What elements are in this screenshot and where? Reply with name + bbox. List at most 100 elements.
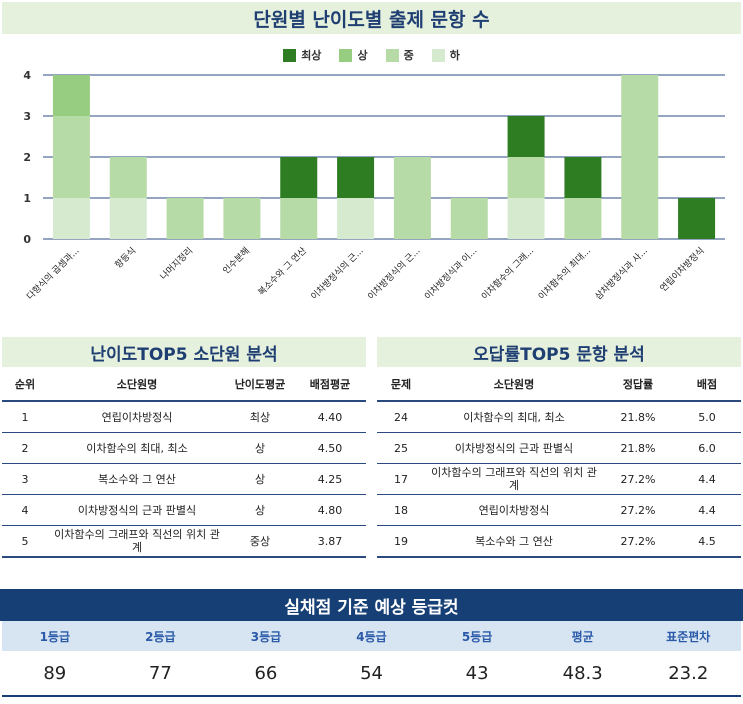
cell: 4.80 [294,494,366,526]
legend-item: 상 [339,47,368,63]
grade-label: 4등급 [356,629,387,644]
bar-segment [564,157,602,198]
cell: 6.0 [673,432,741,464]
grade-label: 3등급 [250,629,282,644]
cell: 이차방정식의 근과 판별식 [425,432,603,464]
table-row: 2 이차함수의 최대, 최소 상 4.50 [2,432,366,464]
cell: 이차함수의 최대, 최소 [48,432,226,464]
grade-label: 표준편차 [666,629,711,644]
cell: 복소수와 그 연산 [425,525,603,558]
cell: 27.2% [603,525,673,558]
x-tick-label: 인수분해 [221,245,252,276]
cell: 27.2% [603,494,673,526]
cell: 5 [2,525,48,558]
cell: 3 [2,463,48,495]
header-score-avg: 배점평균 [294,367,366,402]
legend-item: 중 [385,47,414,63]
bar-segment [109,198,147,239]
bar-segment [337,198,375,239]
cell: 2 [2,432,48,464]
cell: 27.2% [603,463,673,495]
legend-swatch [339,48,353,62]
bar-segment [450,198,488,239]
table-row: 17 이차함수의 그래프와 직선의 위치 관계 27.2% 4.4 [377,463,741,495]
grade-value: 54 [360,662,383,684]
legend-label: 최상 [301,49,322,62]
cell: 연립이차방정식 [425,494,603,526]
chart-legend: 최상 상 중 하 [0,47,743,63]
legend-item: 최상 [283,47,321,63]
cell: 25 [377,432,425,464]
bar-segment [393,157,431,239]
table-row: 4 이차방정식의 근과 판별식 상 4.80 [2,494,366,526]
x-tick-label: 이차함수의 그래... [479,245,537,303]
grade-value: 23.2 [668,662,709,684]
grade-cut-values: 89 77 66 54 43 48.3 23.2 [2,651,741,697]
header-rank: 순위 [2,367,48,402]
table-row: 3 복소수와 그 연산 상 4.25 [2,463,366,495]
cell: 4.50 [294,432,366,464]
cell: 연립이차방정식 [48,401,226,433]
grade-value: 43 [465,662,489,684]
x-tick-label: 이차방정식의 근... [365,245,423,303]
grade-value: 48.3 [562,662,603,684]
header-difficulty-avg: 난이도평균 [226,367,294,402]
bar-segment [52,116,90,198]
table-row: 19 복소수와 그 연산 27.2% 4.5 [377,525,741,558]
bar-segment [621,75,659,239]
cell: 24 [377,401,425,433]
x-tick-label: 항등식 [113,245,138,270]
legend-label: 하 [449,49,460,62]
grade-label: 1등급 [39,629,70,644]
cell: 3.87 [294,525,366,558]
header-subunit: 소단원명 [48,367,226,402]
cell: 5.0 [673,401,741,433]
grade-cut-labels: 1등급 2등급 3등급 4등급 5등급 평균 표준편차 [2,621,741,651]
difficulty-top5-table: 순위 소단원명 난이도평균 배점평균 1 연립이차방정식 최상 4.40 2 이… [2,367,366,558]
cell: 18 [377,494,425,526]
x-tick-label: 다항식의 곱셈과... [25,245,82,302]
legend-swatch [283,48,297,62]
cell: 1 [2,401,48,433]
error-top5-panel: 오답률TOP5 문항 분석 문제 소단원명 정답률 배점 24 이차함수의 최대… [377,337,741,558]
cell: 상 [226,494,294,526]
bar-segment [564,198,602,239]
legend-label: 상 [357,49,368,62]
grade-value: 89 [43,662,67,684]
cell: 4.4 [673,494,741,526]
cell: 4.25 [294,463,366,495]
y-tick-label: 3 [23,110,31,123]
chart-title: 단원별 난이도별 출제 문항 수 [2,2,741,34]
cell: 17 [377,463,425,495]
x-tick-label: 이차방정식의 근... [308,245,366,303]
bar-segment [337,157,375,198]
table-row: 25 이차방정식의 근과 판별식 21.8% 6.0 [377,432,741,464]
cell: 4 [2,494,48,526]
cell: 이차방정식의 근과 판별식 [48,494,226,526]
grade-label: 평균 [571,629,594,644]
cell: 복소수와 그 연산 [48,463,226,495]
bar-segment [52,198,90,239]
grade-value: 77 [148,662,172,684]
y-tick-label: 4 [23,69,31,82]
header-score: 배점 [673,367,741,402]
x-tick-label: 복소수와 그 연산 [255,245,309,299]
x-tick-label: 삼차방정식과 사... [592,245,650,303]
bar-segment [166,198,204,239]
bar-segment [280,198,318,239]
table-row: 18 연립이차방정식 27.2% 4.4 [377,494,741,526]
header-question: 문제 [377,367,425,402]
error-top5-title: 오답률TOP5 문항 분석 [377,337,741,367]
legend-swatch [385,48,399,62]
table-row: 24 이차함수의 최대, 최소 21.8% 5.0 [377,401,741,433]
cell: 4.4 [673,463,741,495]
y-tick-label: 2 [23,151,31,164]
header-correct-rate: 정답률 [603,367,673,402]
cell: 상 [226,432,294,464]
cell: 이차함수의 그래프와 직선의 위치 관계 [48,525,226,558]
grade-value: 66 [254,662,278,684]
cell: 21.8% [603,432,673,464]
error-top5-table: 문제 소단원명 정답률 배점 24 이차함수의 최대, 최소 21.8% 5.0… [377,367,741,558]
grade-cut-title: 실채점 기준 예상 등급컷 [0,589,743,621]
